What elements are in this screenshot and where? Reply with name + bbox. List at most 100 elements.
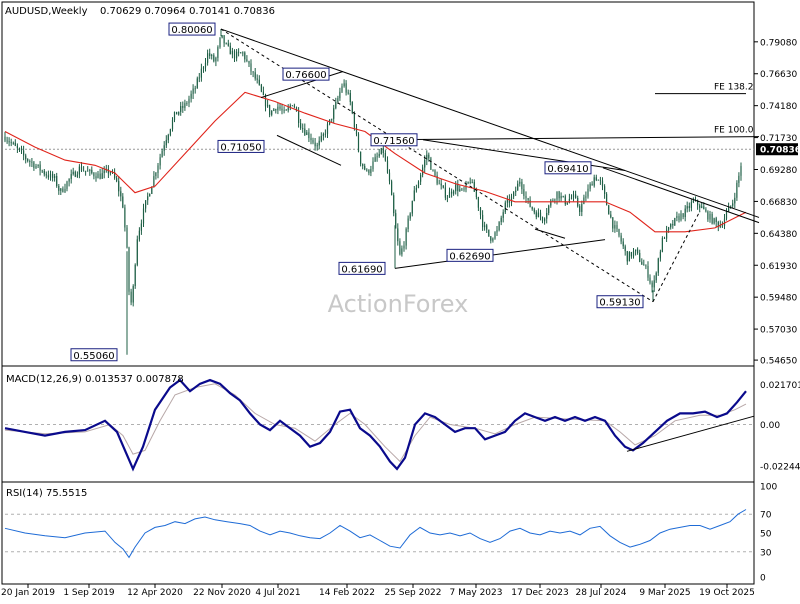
- candle-body: [703, 206, 705, 210]
- swing-label-box: [217, 139, 265, 153]
- candle-body: [6, 140, 8, 142]
- current-price-label: 0.70836: [760, 146, 800, 156]
- candle-body: [535, 212, 537, 218]
- candle-body: [686, 206, 688, 209]
- fib-label-100: FE 100.0: [714, 126, 754, 136]
- candle-body: [426, 154, 428, 160]
- swing-label-low: 0.55060: [70, 348, 118, 362]
- price-axis-label: 0.79080: [760, 38, 797, 48]
- swing-label-box: [282, 67, 330, 81]
- candle-body: [541, 217, 544, 222]
- candle-body: [33, 162, 35, 168]
- candle-body: [64, 188, 66, 192]
- date-axis-label: 7 May 2023: [450, 588, 503, 598]
- candle-body: [320, 135, 322, 141]
- candle-body: [544, 218, 546, 222]
- candle-body: [126, 227, 128, 248]
- rsi-pane: [4, 509, 754, 559]
- candle-body: [554, 199, 556, 201]
- candle-body: [624, 246, 626, 252]
- candle-body: [331, 118, 333, 120]
- candle-body: [657, 258, 659, 273]
- candle-body: [440, 183, 442, 186]
- candle-body: [45, 174, 47, 176]
- price-axis-label: 0.64380: [760, 230, 797, 240]
- candle-body: [451, 191, 453, 194]
- swing-label-text: 0.59130: [599, 298, 640, 309]
- candle-body: [138, 230, 140, 240]
- candle-body: [709, 214, 711, 220]
- candle-body: [256, 78, 258, 80]
- fib-label-138: FE 138.2: [714, 83, 754, 93]
- candle-body: [417, 181, 420, 188]
- candle-body: [343, 83, 345, 87]
- candle-body: [182, 106, 184, 108]
- candle-body: [324, 133, 326, 135]
- candle-body: [339, 91, 341, 99]
- candle-body: [546, 213, 548, 219]
- candle-body: [56, 176, 58, 186]
- candle-body: [200, 68, 202, 78]
- candle-body: [736, 182, 738, 198]
- price-axis-label: 0.66830: [760, 198, 797, 208]
- macd-axis-label: -0.022445: [760, 463, 800, 473]
- candle-body: [626, 251, 628, 262]
- candle-body: [661, 238, 663, 252]
- candle-body: [552, 200, 554, 202]
- candle-body: [161, 150, 163, 158]
- candle-body: [533, 209, 535, 213]
- swing-label-text: 0.76600: [285, 70, 326, 81]
- candle-body: [428, 154, 430, 159]
- candle-body: [312, 140, 314, 143]
- candle-body: [587, 188, 589, 197]
- candle-body: [558, 191, 560, 199]
- candle-body: [316, 145, 318, 147]
- candle-body: [444, 187, 446, 198]
- price-axis-label: 0.57030: [760, 326, 797, 336]
- candle-body: [680, 213, 682, 221]
- candle-body: [95, 176, 97, 179]
- candle-body: [527, 198, 529, 200]
- trend-line: [652, 210, 701, 302]
- rsi-axis-label: 100: [760, 483, 777, 493]
- candle-body: [438, 183, 440, 185]
- candle-body: [405, 228, 407, 246]
- candle-body: [109, 172, 111, 174]
- candle-body: [628, 252, 630, 262]
- date-axis-label: 4 Jul 2021: [255, 588, 300, 598]
- candle-body: [639, 253, 641, 262]
- swing-label: 0.61690: [338, 261, 386, 275]
- candle-body: [171, 120, 174, 130]
- candle-body: [240, 52, 242, 54]
- candle-body: [436, 175, 438, 184]
- rsi-line: [4, 509, 747, 559]
- candle-body: [488, 229, 490, 237]
- candle-body: [60, 188, 62, 191]
- candle-body: [233, 50, 236, 59]
- candle-body: [318, 140, 320, 146]
- candle-body: [147, 196, 149, 201]
- candle-body: [221, 35, 223, 38]
- candle-body: [459, 189, 461, 192]
- candle-body: [562, 196, 564, 197]
- candle-body: [207, 53, 209, 63]
- trend-line: [220, 28, 760, 218]
- candle-body: [688, 206, 690, 208]
- candle-body: [519, 181, 521, 184]
- candle-body: [378, 154, 380, 157]
- candle-body: [388, 172, 391, 182]
- candle-body: [732, 203, 734, 206]
- candle-body: [606, 194, 608, 206]
- swing-label: 0.76600: [282, 67, 330, 81]
- candle-body: [496, 229, 498, 233]
- candle-body: [734, 197, 736, 204]
- candle-body: [335, 102, 337, 109]
- macd-trend-line: [626, 415, 755, 452]
- candle-body: [643, 264, 645, 266]
- candle-body: [8, 141, 10, 143]
- candle-body: [599, 179, 601, 181]
- axes: 0.79080 0.76630 0.74180 0.71730 0.69280 0.668…: [1, 38, 800, 598]
- candle-body: [27, 159, 29, 161]
- candle-body: [215, 57, 217, 62]
